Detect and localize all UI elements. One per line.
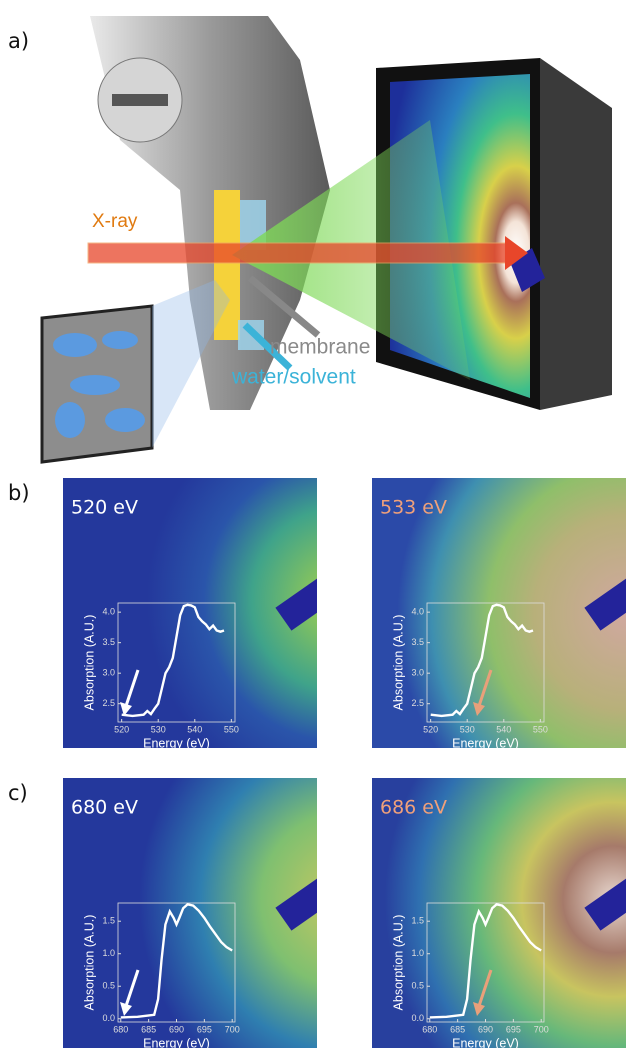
x-tick-label: 685	[450, 1024, 465, 1034]
detector-side	[540, 58, 612, 410]
energy-title: 520 eV	[71, 497, 138, 519]
y-tick-label: 1.5	[102, 916, 115, 926]
energy-title: 680 eV	[71, 797, 138, 819]
figure: a) b) c) X-ray membrane water/solvent 52…	[0, 0, 626, 1057]
x-tick-label: 680	[422, 1024, 437, 1034]
x-tick-label: 540	[496, 724, 511, 734]
x-tick-label: 550	[533, 724, 548, 734]
x-tick-label: 520	[114, 724, 129, 734]
y-tick-label: 1.0	[102, 948, 115, 958]
solvent-label: water/solvent	[231, 366, 356, 389]
scattering-image	[63, 778, 317, 1048]
y-tick-label: 2.5	[102, 698, 115, 708]
scattering-image	[372, 478, 626, 748]
x-tick-label: 530	[151, 724, 166, 734]
panel-label: c)	[8, 781, 28, 805]
y-axis-label: Absorption (A.U.)	[82, 915, 96, 1011]
x-axis-label: Energy (eV)	[143, 736, 210, 750]
panel-content: 533 eV 520 530 540 550 2.5 3.0 3.5 4.0 Energy (eV…	[372, 478, 626, 750]
panel-content: 686 eV 680 685 690 695 700 0.0 0.5 1.0 1.5 Energy …	[372, 778, 626, 1050]
x-tick-label: 700	[534, 1024, 549, 1034]
detector-panel: 686 eV 680 685 690 695 700 0.0 0.5 1.0 1.5 Energy …	[372, 778, 626, 1050]
energy-title: 533 eV	[380, 497, 447, 519]
pore	[105, 408, 145, 432]
y-axis-label: Absorption (A.U.)	[391, 615, 405, 711]
x-axis-label: Energy (eV)	[452, 1036, 519, 1050]
x-axis-label: Energy (eV)	[143, 1036, 210, 1050]
scattering-image	[63, 478, 317, 748]
x-tick-label: 550	[224, 724, 239, 734]
xray-beam	[88, 243, 508, 263]
x-tick-label: 520	[423, 724, 438, 734]
y-tick-label: 3.5	[102, 637, 115, 647]
y-axis-label: Absorption (A.U.)	[391, 915, 405, 1011]
panel-content: 680 eV 680 685 690 695 700 0.0 0.5 1.0 1.5 Energy …	[63, 778, 341, 1050]
x-tick-label: 700	[225, 1024, 240, 1034]
pore	[102, 331, 138, 349]
pore	[70, 375, 120, 395]
energy-title: 686 eV	[380, 797, 447, 819]
x-axis-label: Energy (eV)	[452, 736, 519, 750]
x-tick-label: 540	[187, 724, 202, 734]
detector-panel: 533 eV 520 530 540 550 2.5 3.0 3.5 4.0 Energy (eV…	[372, 478, 626, 750]
membrane-label: membrane	[270, 336, 370, 359]
x-tick-label: 680	[113, 1024, 128, 1034]
scattering-image	[372, 778, 626, 1048]
y-tick-label: 0.0	[411, 1013, 424, 1023]
x-tick-label: 690	[478, 1024, 493, 1034]
screw-slot	[112, 94, 168, 106]
detector-panel: 680 eV 680 685 690 695 700 0.0 0.5 1.0 1.5 Energy …	[63, 778, 341, 1050]
pore	[53, 333, 97, 357]
x-tick-label: 690	[169, 1024, 184, 1034]
panel-content: 520 eV 520 530 540 550 2.5 3.0 3.5 4.0 Energy (eV…	[63, 478, 341, 750]
beam-label: X-ray	[92, 211, 138, 232]
pore	[55, 402, 85, 438]
y-tick-label: 2.5	[411, 698, 424, 708]
panel-label: b)	[8, 481, 30, 505]
page: {"figure": {"panel_labels": ["a)", "b)",…	[0, 0, 626, 1057]
x-tick-label: 530	[460, 724, 475, 734]
x-tick-label: 695	[197, 1024, 212, 1034]
y-tick-label: 4.0	[102, 607, 115, 617]
y-axis-label: Absorption (A.U.)	[82, 615, 96, 711]
y-tick-label: 1.0	[411, 948, 424, 958]
x-tick-label: 685	[141, 1024, 156, 1034]
panel-label: a)	[8, 29, 29, 53]
y-tick-label: 0.0	[102, 1013, 115, 1023]
x-tick-label: 695	[506, 1024, 521, 1034]
y-tick-label: 1.5	[411, 916, 424, 926]
detector-panel: 520 eV 520 530 540 550 2.5 3.0 3.5 4.0 Energy (eV…	[63, 478, 341, 750]
y-tick-label: 3.0	[102, 668, 115, 678]
y-tick-label: 0.5	[102, 981, 115, 991]
y-tick-label: 0.5	[411, 981, 424, 991]
y-tick-label: 3.5	[411, 637, 424, 647]
setup-diagram: X-ray membrane water/solvent	[42, 16, 612, 462]
y-tick-label: 3.0	[411, 668, 424, 678]
y-tick-label: 4.0	[411, 607, 424, 617]
